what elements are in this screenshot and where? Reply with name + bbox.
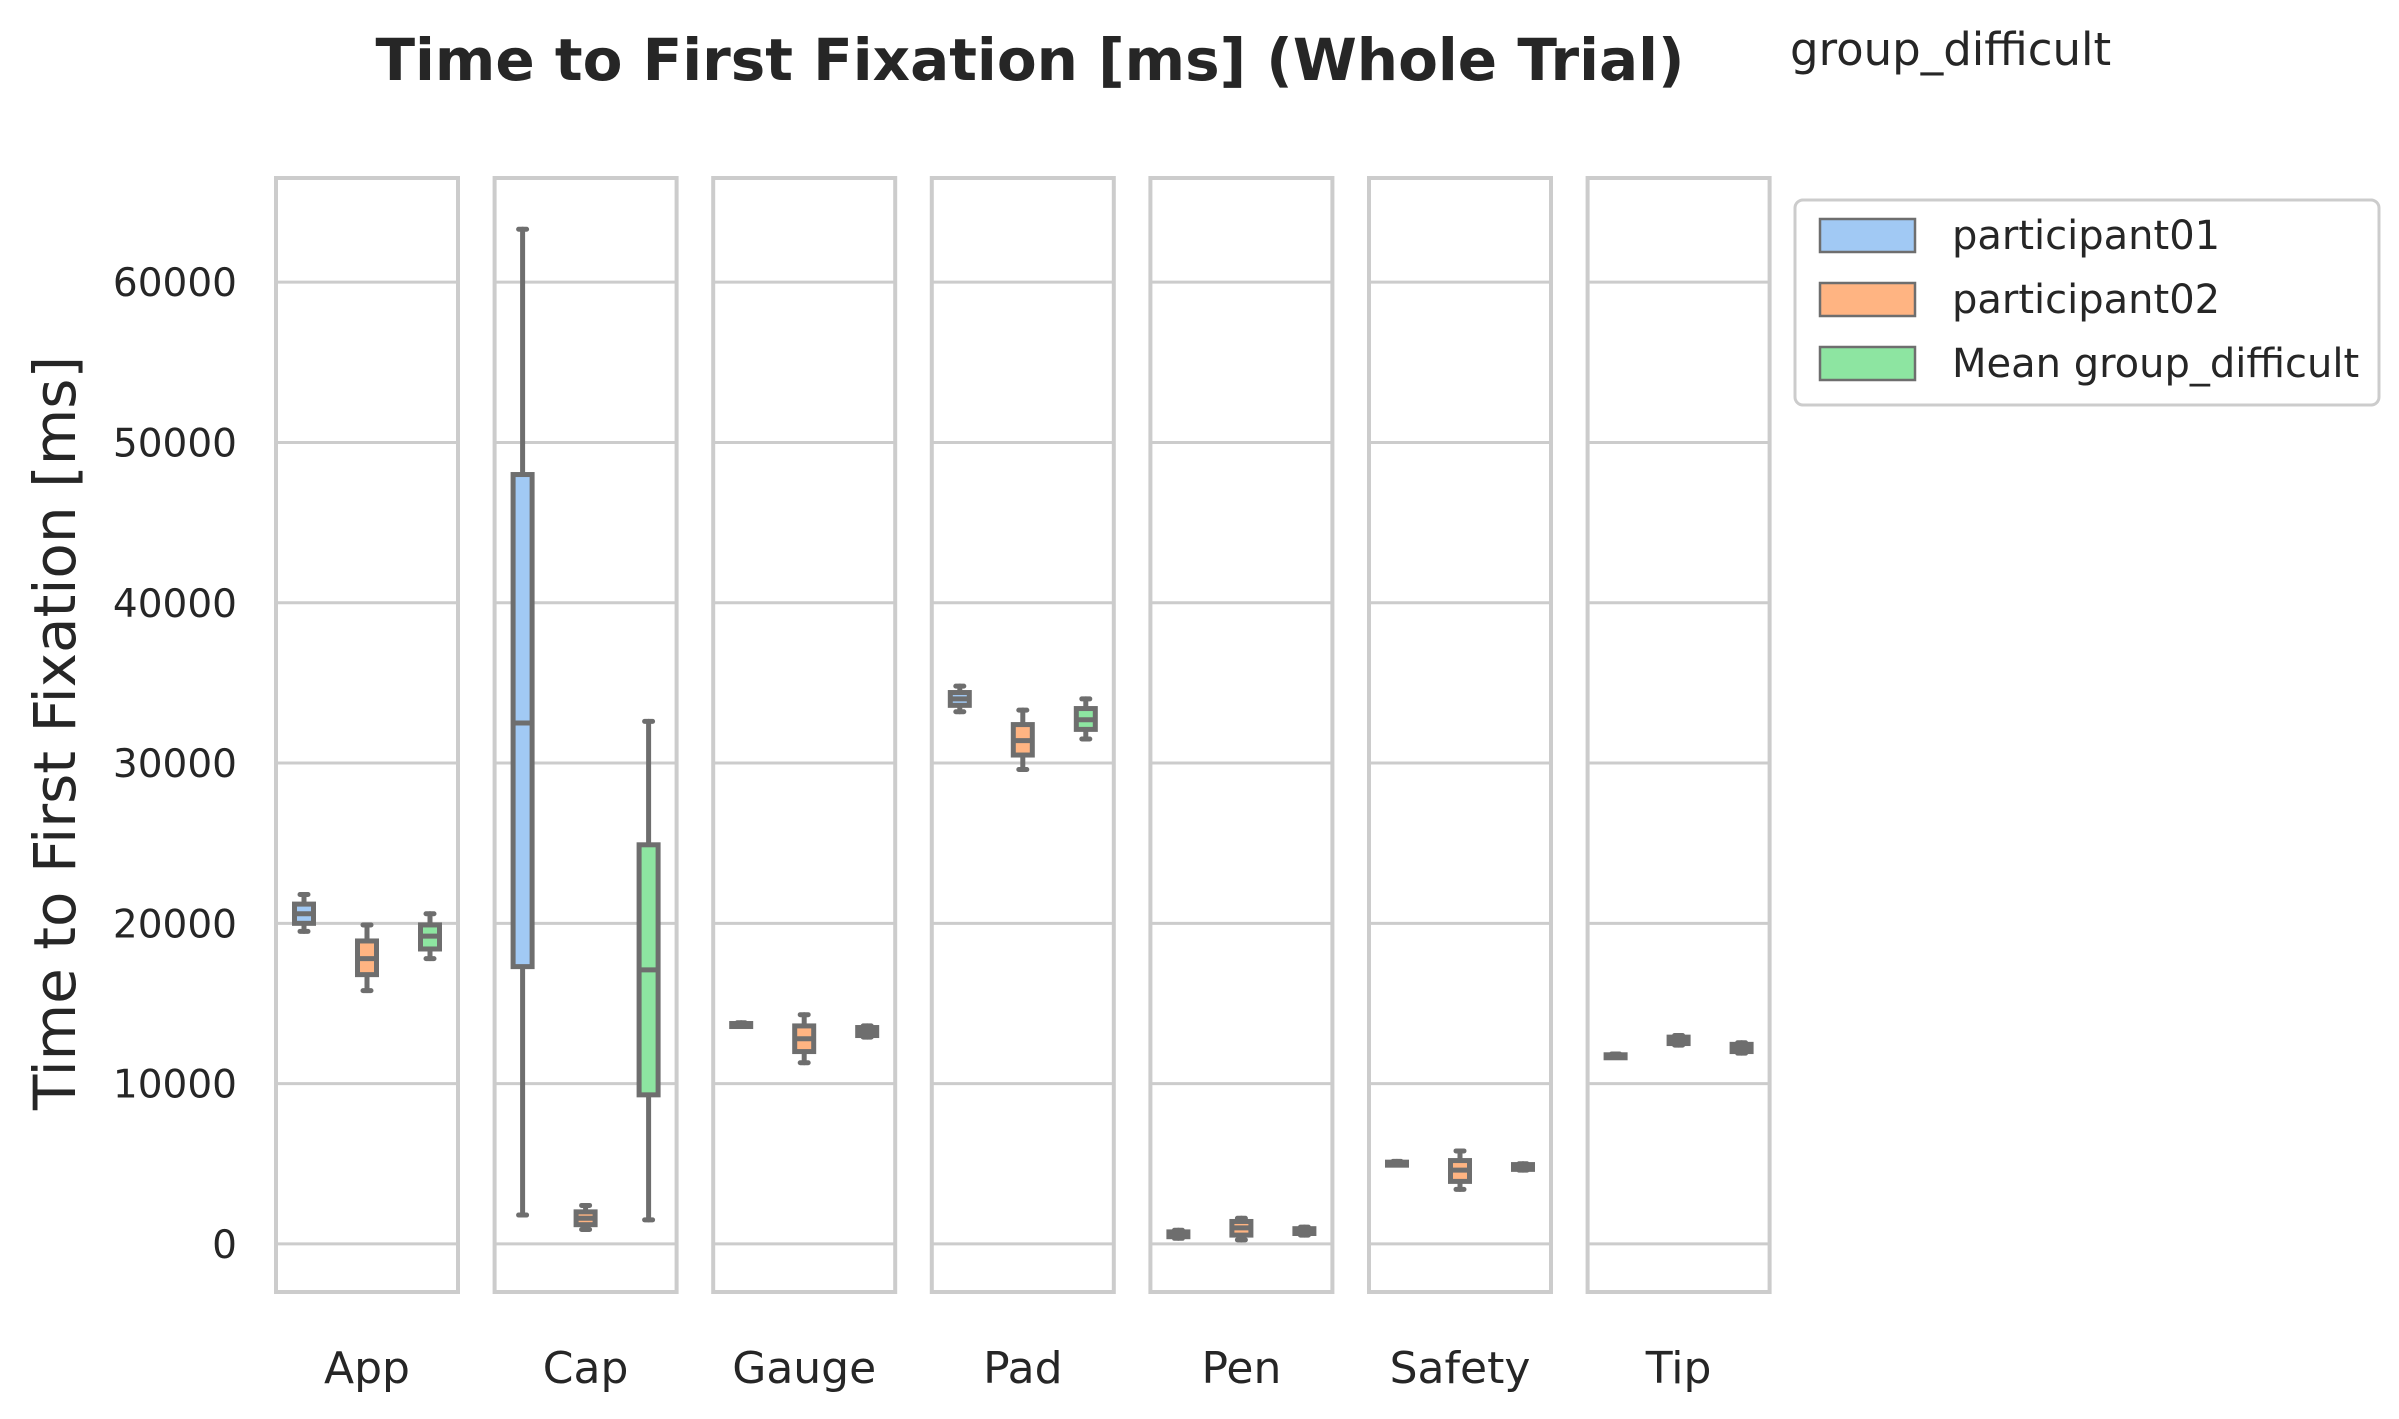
box-layer [292, 226, 1754, 1243]
box-safety-participant02 [1448, 1148, 1472, 1192]
panel-frame-tip [1585, 176, 1772, 1294]
chart-title: Time to First Fixation [ms] (Whole Trial… [375, 26, 1684, 94]
panel-frame-safety [1367, 176, 1553, 1294]
category-label-cap: Cap [543, 1343, 629, 1394]
panel-frame-gauge [711, 176, 898, 1294]
legend: participant01 participant02 Mean group_dif… [1793, 198, 2381, 407]
legend-swatch [1818, 345, 1917, 382]
y-tick-label: 50000 [113, 421, 237, 466]
y-tick-labels: 0 10000 20000 30000 40000 50000 60000 [113, 261, 237, 1268]
box-gauge-participant01 [729, 1020, 754, 1030]
legend-entry-label: Mean group_difficult [1952, 341, 2359, 387]
legend-swatch [1818, 217, 1917, 254]
box-app-participant02 [355, 922, 379, 994]
box-cap-mean-group_difficult [636, 718, 661, 1223]
box-tip-mean-group_difficult [1729, 1040, 1754, 1056]
box-tip-participant02 [1666, 1033, 1691, 1048]
panel-frames [274, 176, 1772, 1294]
legend-entry-label: participant02 [1952, 277, 2220, 323]
box-pad-mean-group_difficult [1073, 696, 1098, 742]
panel-frame-pen [1148, 176, 1335, 1294]
category-label-pad: Pad [983, 1343, 1062, 1394]
box-pen-participant02 [1229, 1215, 1254, 1243]
y-tick-label: 40000 [113, 582, 237, 627]
category-label-gauge: Gauge [732, 1343, 876, 1394]
panel-frame-app [274, 176, 460, 1294]
legend-frame [1793, 198, 2381, 407]
box-pad-participant02 [1010, 707, 1035, 772]
category-label-app: App [324, 1343, 410, 1394]
chart-subtitle: group_difficult [1790, 23, 2111, 76]
box-cap-participant01 [510, 226, 535, 1218]
box-app-mean-group_difficult [418, 911, 442, 962]
box-pad-participant01 [947, 683, 972, 715]
y-tick-label: 60000 [113, 261, 237, 306]
legend-entry-label: participant01 [1952, 213, 2220, 259]
box-gauge-mean-group_difficult [855, 1023, 880, 1040]
category-label-safety: Safety [1390, 1343, 1531, 1394]
box-safety-mean-group_difficult [1511, 1161, 1535, 1173]
legend-swatch [1818, 281, 1917, 318]
y-axis-label: Time to First Fixation [ms] [21, 356, 89, 1111]
box-pen-mean-group_difficult [1292, 1224, 1317, 1238]
y-tick-label: 10000 [113, 1063, 237, 1108]
box-cap-participant02 [573, 1202, 598, 1232]
box-app-participant01 [292, 891, 316, 934]
category-label-tip: Tip [1645, 1343, 1712, 1394]
y-tick-label: 20000 [113, 902, 237, 947]
box-safety-participant01 [1385, 1158, 1409, 1168]
box-gauge-participant02 [792, 1012, 817, 1066]
panel-frame-cap [492, 176, 679, 1294]
panel-frame-pad [929, 176, 1116, 1294]
y-tick-label: 0 [212, 1223, 237, 1268]
box-tip-participant01 [1603, 1051, 1628, 1061]
box-pen-participant01 [1166, 1227, 1191, 1241]
y-tick-label: 30000 [113, 742, 237, 787]
category-labels: App Cap Gauge Pad Pen Safety Tip [324, 1343, 1711, 1394]
category-label-pen: Pen [1201, 1343, 1281, 1394]
